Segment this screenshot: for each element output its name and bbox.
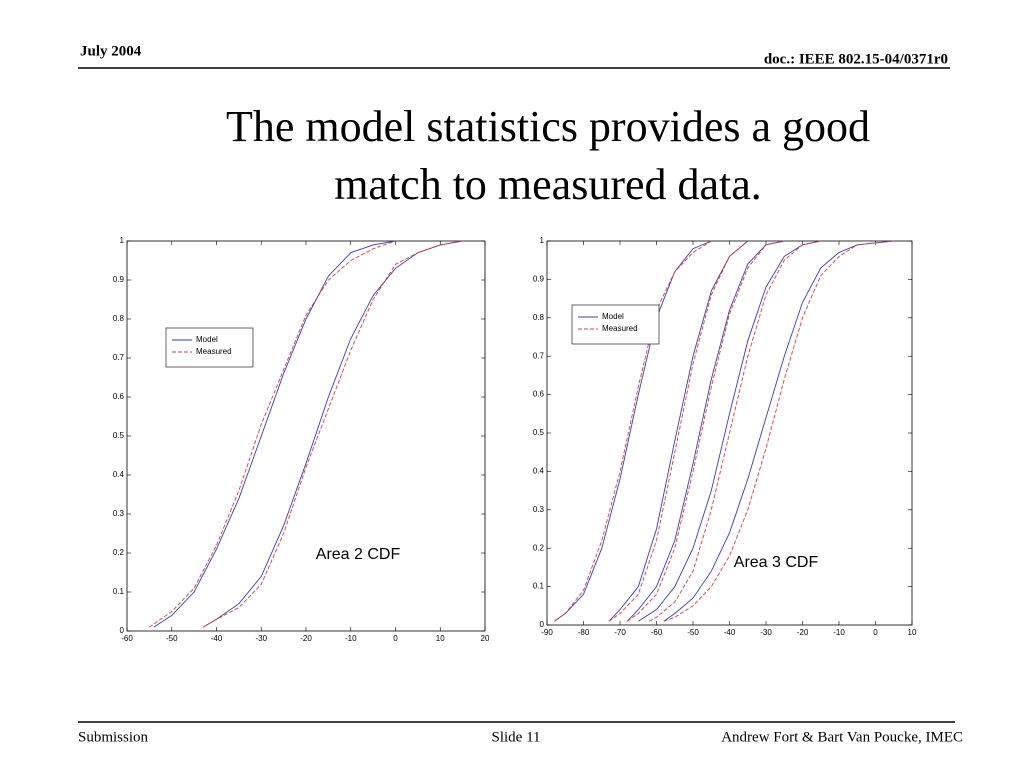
footer-right: Andrew Fort & Bart Van Poucke, IMEC bbox=[721, 729, 963, 745]
x-tick-label: -50 bbox=[687, 628, 699, 637]
x-tick-label: 0 bbox=[873, 628, 878, 637]
y-tick-label: 0.1 bbox=[113, 587, 125, 596]
x-tick-label: -10 bbox=[345, 634, 357, 643]
cdf-line bbox=[202, 240, 463, 628]
cdf-line bbox=[626, 240, 785, 622]
y-tick-label: 0.2 bbox=[113, 548, 125, 557]
legend-label: Measured bbox=[602, 324, 638, 333]
x-tick-label: 10 bbox=[908, 628, 917, 637]
x-tick-label: -40 bbox=[211, 634, 223, 643]
annotation: Area 3 CDF bbox=[734, 554, 819, 571]
x-tick-label: -50 bbox=[166, 634, 178, 643]
x-tick-label: -40 bbox=[724, 628, 736, 637]
cdf-line bbox=[663, 240, 894, 622]
footer-center: Slide 11 bbox=[491, 729, 540, 745]
x-tick-label: -80 bbox=[578, 628, 590, 637]
legend-label: Measured bbox=[196, 347, 232, 356]
legend-label: Model bbox=[196, 335, 218, 344]
cdf-line bbox=[554, 240, 712, 622]
x-tick-label: -10 bbox=[833, 628, 845, 637]
slide-title: match to measured data. bbox=[334, 160, 762, 209]
cdf-line bbox=[153, 240, 396, 628]
header-doc: doc.: IEEE 802.15-04/0371r0 bbox=[764, 51, 948, 67]
y-tick-label: 0.3 bbox=[113, 509, 125, 518]
cdf-line bbox=[608, 240, 749, 622]
y-tick-label: 0.6 bbox=[113, 392, 125, 401]
y-tick-label: 0.8 bbox=[113, 314, 125, 323]
x-tick-label: -90 bbox=[541, 628, 553, 637]
cdf-line bbox=[663, 240, 894, 622]
x-tick-label: -60 bbox=[121, 634, 133, 643]
cdf-line bbox=[149, 240, 396, 628]
y-tick-label: 0.5 bbox=[533, 428, 545, 437]
plot-frame bbox=[126, 240, 486, 632]
legend-label: Model bbox=[602, 312, 624, 321]
x-tick-label: 10 bbox=[436, 634, 445, 643]
cdf-line bbox=[554, 240, 712, 622]
y-tick-label: 0 bbox=[120, 626, 125, 635]
x-tick-label: 0 bbox=[393, 634, 398, 643]
y-tick-label: 0.5 bbox=[113, 431, 125, 440]
x-tick-label: -70 bbox=[614, 628, 626, 637]
slide-title: The model statistics provides a good bbox=[226, 102, 870, 151]
y-tick-label: 0.7 bbox=[533, 351, 545, 360]
y-tick-label: 0.4 bbox=[533, 467, 545, 476]
y-tick-label: 0.4 bbox=[113, 470, 125, 479]
y-tick-label: 0.2 bbox=[533, 543, 545, 552]
footer-left: Submission bbox=[78, 729, 149, 745]
y-tick-label: 0.7 bbox=[113, 353, 125, 362]
x-tick-label: 20 bbox=[481, 634, 490, 643]
y-tick-label: 0.9 bbox=[533, 275, 545, 284]
x-tick-label: -20 bbox=[300, 634, 312, 643]
y-tick-label: 1 bbox=[540, 236, 545, 245]
x-tick-label: -20 bbox=[797, 628, 809, 637]
y-tick-label: 0.6 bbox=[533, 390, 545, 399]
legend-box bbox=[165, 327, 254, 368]
y-tick-label: 0.8 bbox=[533, 313, 545, 322]
y-tick-label: 0 bbox=[540, 620, 545, 629]
x-tick-label: -30 bbox=[760, 628, 772, 637]
cdf-line bbox=[608, 240, 749, 622]
legend-box bbox=[571, 304, 660, 345]
annotation: Area 2 CDF bbox=[316, 546, 401, 563]
y-tick-label: 0.1 bbox=[533, 582, 545, 591]
x-tick-label: -60 bbox=[651, 628, 663, 637]
y-tick-label: 1 bbox=[120, 236, 125, 245]
cdf-line bbox=[648, 240, 821, 622]
cdf-line bbox=[202, 240, 463, 628]
x-tick-label: -30 bbox=[255, 634, 267, 643]
cdf-line bbox=[627, 240, 785, 622]
cdf-line bbox=[638, 240, 821, 622]
y-tick-label: 0.9 bbox=[113, 275, 125, 284]
y-tick-label: 0.3 bbox=[533, 505, 545, 514]
header-date: July 2004 bbox=[80, 43, 142, 59]
